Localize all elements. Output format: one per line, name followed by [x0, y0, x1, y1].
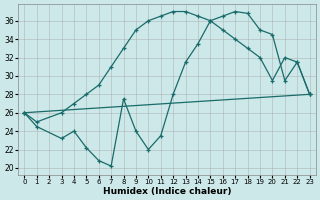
X-axis label: Humidex (Indice chaleur): Humidex (Indice chaleur) — [103, 187, 231, 196]
